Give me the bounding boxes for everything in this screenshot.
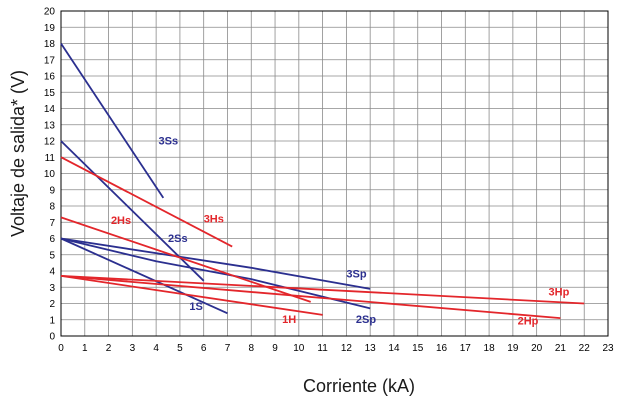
series-label-1h: 1H: [282, 314, 296, 326]
y-tick-label: 11: [45, 153, 56, 164]
series-line-3hp: [60, 275, 585, 305]
y-tick-label: 8: [49, 202, 55, 213]
series-label-3ss: 3Ss: [159, 135, 179, 147]
y-tick-label: 13: [44, 120, 56, 131]
series-label-3hp: 3Hp: [549, 286, 570, 298]
x-tick-label: 0: [58, 343, 64, 354]
x-tick-label: 13: [365, 343, 377, 354]
series-label-2ss: 2Ss: [168, 233, 188, 245]
x-tick-label: 23: [602, 343, 614, 354]
series-label-3sp: 3Sp: [346, 269, 366, 281]
y-tick-label: 9: [49, 185, 55, 196]
y-tick-label: 16: [44, 72, 56, 83]
series-label-2sp: 2Sp: [356, 314, 376, 326]
series-label-1s: 1S: [189, 301, 202, 313]
x-tick-label: 17: [460, 343, 472, 354]
x-tick-label: 4: [153, 343, 159, 354]
y-tick-label: 19: [44, 23, 56, 34]
series-line-2sp: [60, 237, 371, 310]
x-tick-labels: 0 1 2 3 4 5 6 7 8 9 10 11 12 13 14 15 16 17 18 19 20 21 22 23: [58, 343, 614, 354]
x-tick-label: 20: [531, 343, 543, 354]
x-tick-label: 7: [225, 343, 231, 354]
series-labels: 3Ss 3Hs 2Hs 2Ss 3Sp 3Hp 1S 1H 2Sp 2Hp: [111, 135, 570, 327]
y-tick-label: 5: [49, 250, 55, 261]
y-tick-label: 0: [49, 332, 55, 343]
x-tick-label: 8: [248, 343, 254, 354]
x-tick-label: 3: [130, 343, 136, 354]
y-tick-label: 20: [44, 7, 56, 18]
y-tick-label: 15: [44, 88, 56, 99]
x-tick-label: 5: [177, 343, 183, 354]
series-line-3ss: [60, 43, 165, 199]
x-tick-label: 15: [412, 343, 424, 354]
series-line-2hp: [60, 275, 561, 319]
y-tick-label: 7: [49, 218, 55, 229]
series-line-1h: [60, 275, 323, 316]
x-tick-label: 16: [436, 343, 448, 354]
plot-frame: [60, 10, 609, 337]
x-axis-title: Corriente (kA): [303, 376, 415, 396]
x-tick-label: 10: [293, 343, 305, 354]
series-line-1s: [60, 237, 228, 315]
y-tick-label: 10: [44, 169, 56, 180]
y-tick-label: 17: [44, 55, 56, 66]
y-tick-label: 1: [49, 315, 55, 326]
x-tick-label: 12: [341, 343, 353, 354]
x-tick-label: 9: [272, 343, 278, 354]
series-label-2hp: 2Hp: [518, 316, 539, 328]
series-line-3hs: [60, 156, 233, 248]
y-tick-label: 4: [49, 267, 55, 278]
x-tick-label: 22: [579, 343, 591, 354]
x-tick-label: 19: [507, 343, 519, 354]
x-tick-label: 14: [388, 343, 400, 354]
series-line-2hs: [60, 216, 311, 303]
x-tick-label: 1: [82, 343, 88, 354]
x-tick-label: 6: [201, 343, 207, 354]
series-label-2hs: 2Hs: [111, 215, 131, 227]
x-tick-label: 11: [317, 343, 328, 354]
y-tick-label: 18: [44, 39, 56, 50]
y-axis-title: Voltaje de salida* (V): [8, 70, 28, 237]
y-tick-label: 2: [49, 299, 55, 310]
series-label-3hs: 3Hs: [204, 213, 224, 225]
x-tick-label: 21: [555, 343, 567, 354]
series-lines: [60, 43, 585, 319]
y-tick-label: 3: [49, 283, 55, 294]
y-tick-label: 14: [44, 104, 56, 115]
y-tick-label: 12: [44, 137, 56, 148]
series-line-3sp: [60, 237, 371, 290]
x-tick-label: 2: [106, 343, 112, 354]
y-tick-label: 6: [49, 234, 55, 245]
x-tick-label: 18: [484, 343, 496, 354]
